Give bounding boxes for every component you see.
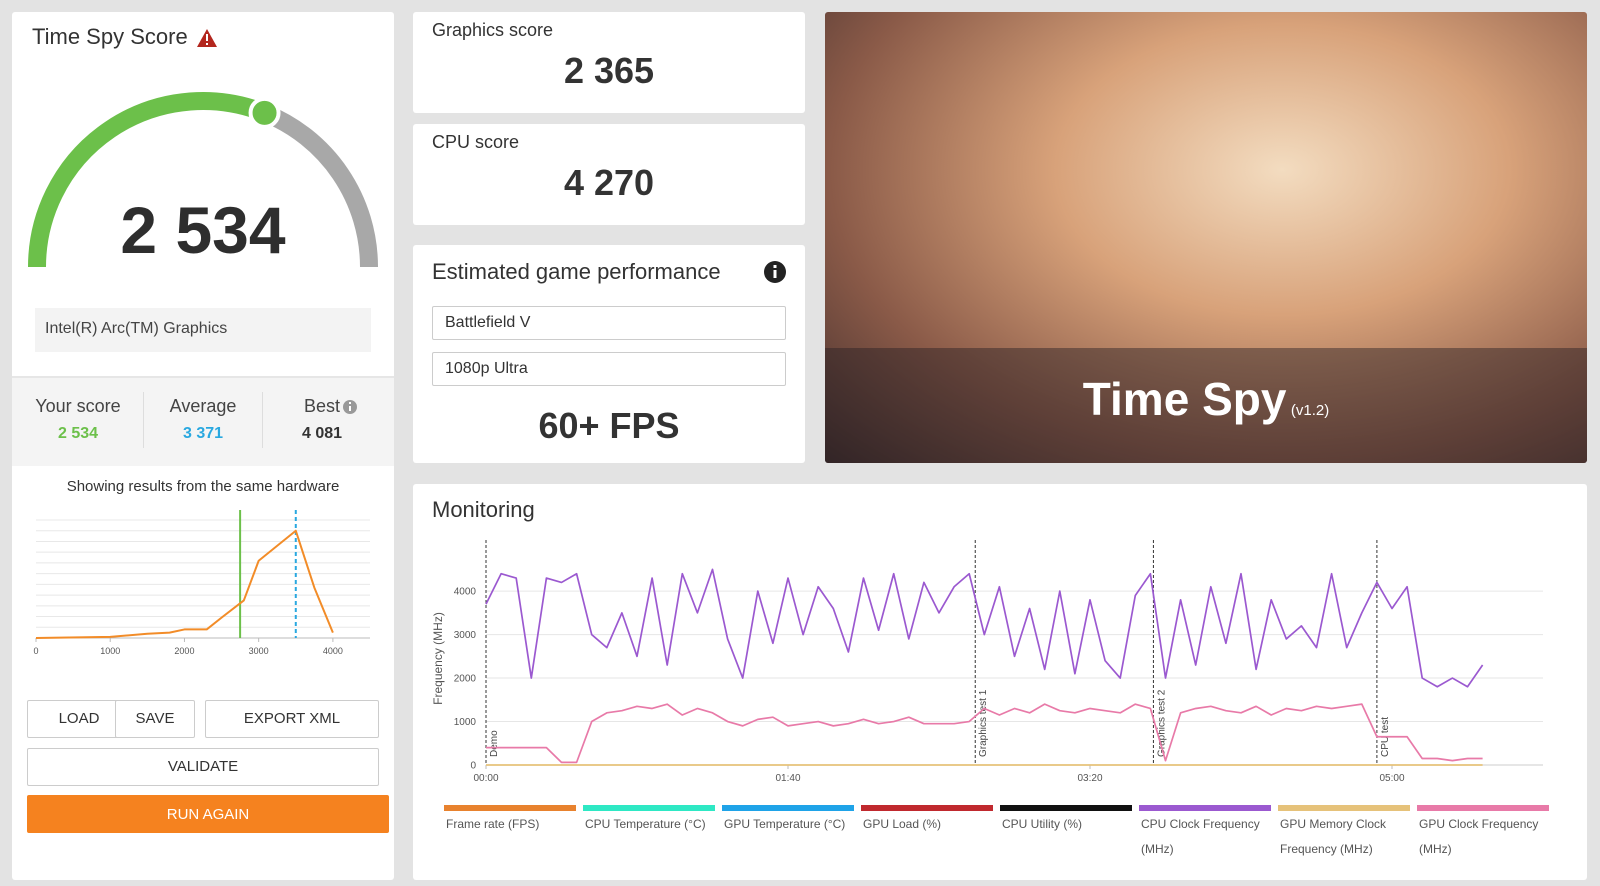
legend-label: GPU Memory Clock Frequency (MHz): [1280, 817, 1387, 856]
stat-label: Average: [169, 396, 237, 416]
legend-item: CPU Utility (%): [1000, 805, 1132, 837]
preset-name: 1080p Ultra: [445, 360, 528, 377]
gauge-knob: [248, 96, 281, 129]
banner-image: [825, 12, 1587, 463]
graphics-panel: [413, 12, 805, 113]
legend-swatch: [583, 805, 715, 811]
x-tick-label: 4000: [323, 646, 343, 656]
legend-item: Frame rate (FPS): [444, 805, 576, 837]
legend-label: CPU Utility (%): [1002, 817, 1082, 831]
legend-swatch: [1000, 805, 1132, 811]
load-button[interactable]: LOAD: [27, 700, 131, 738]
save-button[interactable]: SAVE: [115, 700, 195, 738]
x-tick-label: 00:00: [473, 773, 498, 784]
info-icon[interactable]: [764, 261, 786, 283]
divider: [262, 392, 263, 448]
test-label: Graphics test 2: [1156, 689, 1167, 757]
cpu-score: 4 270: [563, 162, 655, 203]
graphics-label: Graphics score: [432, 20, 554, 40]
validate-button[interactable]: VALIDATE: [27, 748, 379, 786]
cpu-panel: [413, 124, 805, 225]
warning-bar: [206, 34, 208, 41]
legend-swatch: [722, 805, 854, 811]
y-tick-label: 4000: [454, 587, 477, 598]
legend-item: CPU Clock Frequency (MHz): [1139, 805, 1271, 862]
info-bar: [349, 406, 351, 411]
best-info-icon[interactable]: [343, 400, 357, 414]
y-tick-label: 3000: [454, 630, 477, 641]
x-tick-label: 03:20: [1077, 773, 1102, 784]
legend-item: CPU Temperature (°C): [583, 805, 715, 837]
divider: [143, 392, 144, 448]
legend-label: GPU Clock Frequency (MHz): [1419, 817, 1539, 856]
legend-swatch: [444, 805, 576, 811]
series-line: [486, 703, 1483, 764]
y-axis-label: Frequency (MHz): [431, 612, 445, 705]
legend-swatch: [1278, 805, 1410, 811]
x-tick-label: 3000: [249, 646, 269, 656]
stat-value: 2 534: [57, 425, 99, 442]
x-tick-label: 01:40: [775, 773, 800, 784]
game-dropdown[interactable]: Battlefield V: [432, 306, 786, 340]
fps-estimate: 60+ FPS: [538, 405, 680, 446]
run-again-button[interactable]: RUN AGAIN: [27, 795, 389, 833]
y-tick-label: 2000: [454, 674, 477, 685]
test-label: Demo: [489, 730, 500, 757]
legend-label: CPU Temperature (°C): [585, 817, 706, 831]
legend-label: Frame rate (FPS): [446, 817, 540, 831]
stats-bar: [12, 376, 394, 466]
warning-icon: [197, 29, 217, 47]
results-note: Showing results from the same hardware: [66, 478, 340, 495]
y-tick-label: 0: [470, 761, 476, 772]
stat-label: Your score: [35, 396, 121, 416]
info-bar: [773, 270, 777, 278]
legend-label: GPU Temperature (°C): [724, 817, 846, 831]
banner-version: (v1.2): [1290, 402, 1330, 419]
legend-item: GPU Load (%): [861, 805, 993, 837]
y-tick-label: 1000: [454, 717, 477, 728]
legend-item: GPU Clock Frequency (MHz): [1417, 805, 1549, 862]
hardware-box: [35, 308, 371, 352]
x-tick-label: 0: [33, 646, 38, 656]
legend-item: GPU Memory Clock Frequency (MHz): [1278, 805, 1410, 862]
distribution-line: [35, 529, 334, 639]
monitoring-title: Monitoring: [432, 497, 535, 522]
game-title: Estimated game performance: [432, 259, 721, 284]
gauge-track: [261, 104, 378, 268]
info-dot: [349, 402, 351, 404]
info-dot: [773, 265, 777, 268]
banner-title: Time Spy: [1082, 373, 1287, 425]
legend-swatch: [861, 805, 993, 811]
graphics-score: 2 365: [563, 50, 655, 91]
x-tick-label: 1000: [100, 646, 120, 656]
warning-dot: [206, 43, 208, 45]
banner-band: [825, 348, 1587, 463]
cpu-label: CPU score: [432, 132, 520, 152]
legend-swatch: [1139, 805, 1271, 811]
hardware-name: Intel(R) Arc(TM) Graphics: [45, 320, 228, 337]
stat-label: Best: [303, 396, 341, 416]
stat-value: 3 371: [182, 425, 224, 442]
legend-item: GPU Temperature (°C): [722, 805, 854, 837]
legend-label: GPU Load (%): [863, 817, 942, 831]
banner-title-row: Time Spy (v1.2): [825, 372, 1587, 426]
legend-swatch: [1417, 805, 1549, 811]
game-name: Battlefield V: [445, 314, 531, 331]
legend-label: CPU Clock Frequency (MHz): [1141, 817, 1260, 856]
score-title: Time Spy Score: [32, 24, 188, 49]
x-tick-label: 05:00: [1379, 773, 1404, 784]
monitoring-panel: [413, 484, 1587, 880]
x-tick-label: 2000: [174, 646, 194, 656]
stat-value: 4 081: [301, 425, 343, 442]
series-line: [485, 568, 1484, 688]
total-score: 2 534: [120, 193, 286, 267]
export-button[interactable]: EXPORT XML: [205, 700, 379, 738]
test-label: Graphics test 1: [978, 689, 989, 757]
preset-dropdown[interactable]: 1080p Ultra: [432, 352, 786, 386]
gauge-fill: [28, 92, 268, 268]
